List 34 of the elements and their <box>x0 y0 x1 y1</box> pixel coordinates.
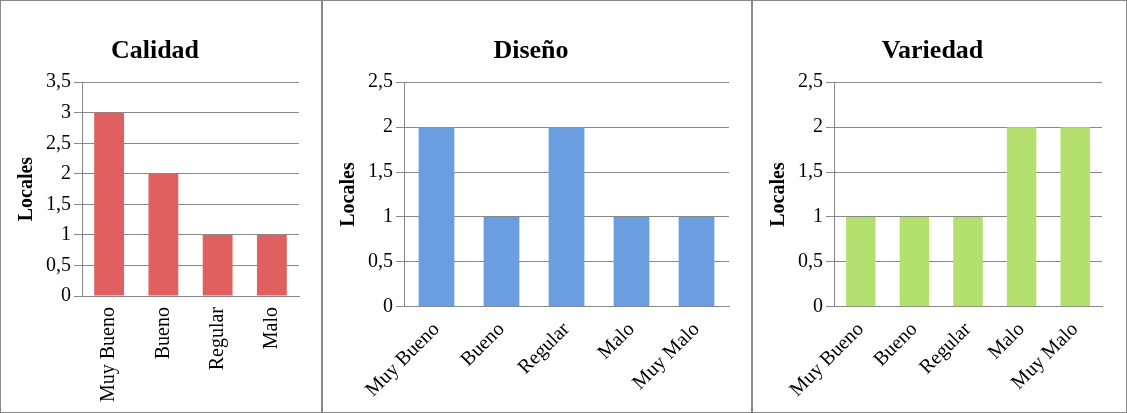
bar <box>256 234 287 296</box>
y-tick-label: 3,5 <box>46 69 71 92</box>
y-axis-title: Locales <box>336 162 359 227</box>
bar <box>148 173 179 296</box>
y-tick-label: 2 <box>813 114 823 137</box>
bar <box>202 234 233 296</box>
y-tick-label: 0 <box>383 294 393 317</box>
y-tick-label: 2 <box>383 114 393 137</box>
y-tick-label: 0,5 <box>798 249 823 272</box>
y-axis-title: Locales <box>14 156 37 222</box>
y-axis-title: Locales <box>766 162 789 227</box>
y-tick-label: 1,5 <box>46 191 71 214</box>
y-tick-label: 1,5 <box>798 159 823 182</box>
y-tick-label: 1 <box>383 204 393 227</box>
x-tick-label: Muy Bueno <box>96 307 120 402</box>
x-tick-label: Regular <box>204 306 228 371</box>
y-tick-label: 1,5 <box>368 159 393 182</box>
y-tick-label: 0,5 <box>368 249 393 272</box>
y-tick-label: 2,5 <box>46 130 71 153</box>
y-tick-label: 1 <box>813 204 823 227</box>
y-tick-label: 2,5 <box>368 69 393 92</box>
x-tick-label: Malo <box>259 307 282 350</box>
chart-title: Calidad <box>110 35 200 65</box>
y-tick-label: 1 <box>61 222 71 245</box>
y-tick-label: 3 <box>61 99 71 122</box>
y-tick-label: 2 <box>61 161 71 184</box>
x-tick-label: Bueno <box>150 307 173 360</box>
chart-title: Diseño <box>493 35 569 65</box>
y-tick-label: 2,5 <box>798 69 823 92</box>
y-tick-label: 0 <box>61 283 71 306</box>
chart-title: Variedad <box>881 35 984 65</box>
y-tick-label: 0,5 <box>46 252 71 275</box>
y-tick-label: 0 <box>813 294 823 317</box>
bar <box>94 112 125 296</box>
